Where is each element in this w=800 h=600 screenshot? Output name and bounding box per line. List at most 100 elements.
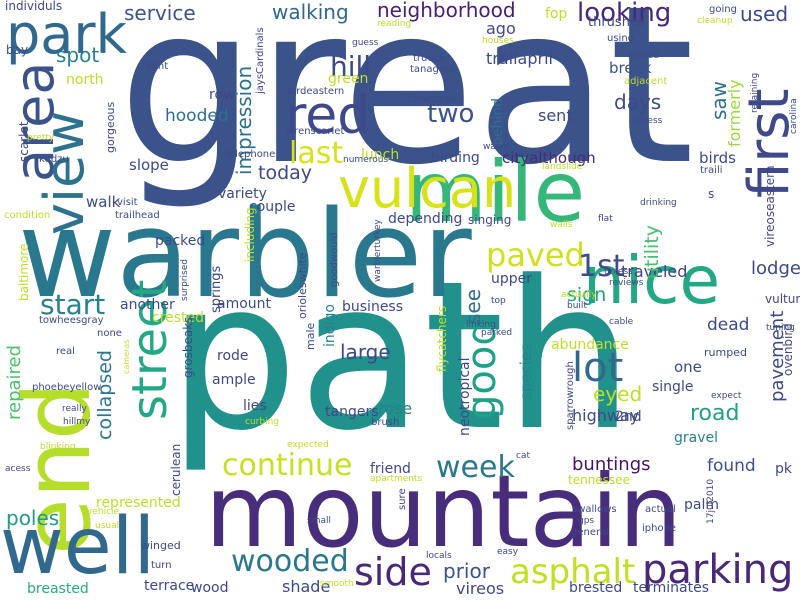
word-brush: brush xyxy=(371,417,400,428)
word-actually: actually xyxy=(561,290,597,300)
word-traili: traili xyxy=(700,165,723,176)
word-walking: walking xyxy=(272,0,349,24)
word-highway: highway xyxy=(572,406,640,425)
word-brested: brested xyxy=(569,580,623,596)
word-see: see xyxy=(461,288,485,324)
word-week: week xyxy=(436,450,515,485)
word-utility: utility xyxy=(641,224,663,279)
word-lot: lot xyxy=(572,345,624,391)
word-gravel: gravel xyxy=(674,430,719,446)
word-numerous: numerous xyxy=(343,155,389,165)
word-upper: upper xyxy=(491,271,533,287)
word-great: great xyxy=(118,0,695,213)
word-gorgeous: gorgeous xyxy=(104,101,117,153)
word-birds: birds xyxy=(699,149,736,167)
word-paved: paved xyxy=(486,236,585,274)
word-collapsed: collapsed xyxy=(94,350,116,440)
word-retaining: retaining xyxy=(750,72,760,113)
word-crested: crested xyxy=(152,310,205,326)
word-wrenscarlet: wrenscarlet xyxy=(286,126,345,137)
word-rose: rose xyxy=(378,399,413,418)
word-1st: 1st xyxy=(578,249,625,284)
word-lunch: lunch xyxy=(361,147,400,163)
word-individuls: individuls xyxy=(5,0,63,13)
word-actual: actual xyxy=(645,504,676,515)
word-reviews: reviews xyxy=(609,278,644,288)
word-neighborhood: neighborhood xyxy=(377,0,516,22)
word-including: including xyxy=(243,207,257,262)
word-abundance: abundance xyxy=(551,337,629,353)
word-prior: prior xyxy=(443,559,490,583)
word-sparrowrough: sparrowrough xyxy=(565,361,576,430)
word-eyed: eyed xyxy=(593,382,643,406)
word-trailapril: trailapril xyxy=(486,49,553,68)
word-couple: couple xyxy=(249,199,296,215)
word-birdeastern: birdeastern xyxy=(287,86,345,97)
word-general: general xyxy=(571,527,610,538)
word-springs: springs xyxy=(209,265,224,313)
word-adjacent: adjacent xyxy=(624,76,668,87)
word-smooth: smooth xyxy=(320,579,354,589)
word-none: none xyxy=(97,328,122,339)
word-warbler: warbler xyxy=(18,186,472,325)
word-warblerturkey: warblerturkey xyxy=(373,219,383,282)
word-vultures: vultures xyxy=(765,292,800,306)
word-start: start xyxy=(40,288,106,321)
word-tanagers: tanagers xyxy=(410,64,455,75)
word-ample: ample xyxy=(212,372,256,388)
word-spot: spot xyxy=(56,43,100,67)
word-using: using xyxy=(607,33,635,44)
word-business: business xyxy=(342,299,404,315)
word-telephone: telephone xyxy=(225,149,276,160)
word-thrushes: thrushes xyxy=(588,15,645,30)
word-houses: houses xyxy=(482,36,514,46)
word-row: row xyxy=(209,87,235,103)
word-baltimore: baltimore xyxy=(17,243,31,301)
word-landslide: landslide xyxy=(542,162,583,172)
word-vireos: vireos xyxy=(456,579,505,598)
word-wasnt: wasnt xyxy=(483,142,510,152)
word-park: park xyxy=(6,3,127,66)
word-friend: friend xyxy=(370,461,411,477)
word-usual: usual xyxy=(95,521,120,531)
word-iphone: iphone xyxy=(642,523,677,534)
word-hooded: hooded xyxy=(165,106,229,126)
word-formerly: formerly xyxy=(725,79,744,147)
word-built: built xyxy=(567,301,587,311)
word-2nd: 2nd xyxy=(615,409,642,425)
word-ago: ago xyxy=(486,19,516,38)
word-service: service xyxy=(124,1,196,25)
word-north: north xyxy=(66,72,104,88)
word-jayscardinals: jaysCardinals xyxy=(255,27,266,94)
word-birding: birding xyxy=(431,150,480,166)
word-limited: limited xyxy=(628,51,660,61)
word-carolina: carolina xyxy=(789,98,799,134)
word-represented: represented xyxy=(96,495,181,511)
word-mountain: mountain xyxy=(205,453,683,570)
word-winged: winged xyxy=(141,539,181,552)
word-swallows: swallows xyxy=(572,504,617,515)
word-breasted: breasted xyxy=(27,581,89,597)
word-break: break xyxy=(609,59,652,77)
word-hill: hill xyxy=(330,50,372,83)
word-sent: sent xyxy=(538,106,573,125)
word-vulcan: vulcan xyxy=(338,157,517,220)
word-trailhead: trailhead xyxy=(115,210,160,221)
word-asphalt: asphalt xyxy=(510,552,636,592)
word-gps: gps xyxy=(578,516,595,526)
word-17jul2010: 17jul2010 xyxy=(706,478,716,524)
word-one: one xyxy=(674,358,702,376)
word-two: two xyxy=(427,99,475,129)
word-flycatchers: flycatchers xyxy=(435,305,449,372)
word-used: used xyxy=(740,2,789,26)
word-linking: linking xyxy=(466,320,496,330)
word-well: well xyxy=(0,502,156,592)
word-today: today xyxy=(258,162,313,184)
word-bay: bay xyxy=(6,43,29,57)
word-path: path xyxy=(168,238,635,476)
word-continue: continue xyxy=(222,448,353,483)
word-dead: dead xyxy=(707,315,750,335)
word-rumped: rumped xyxy=(704,346,747,359)
word-fop: fop xyxy=(545,6,568,22)
